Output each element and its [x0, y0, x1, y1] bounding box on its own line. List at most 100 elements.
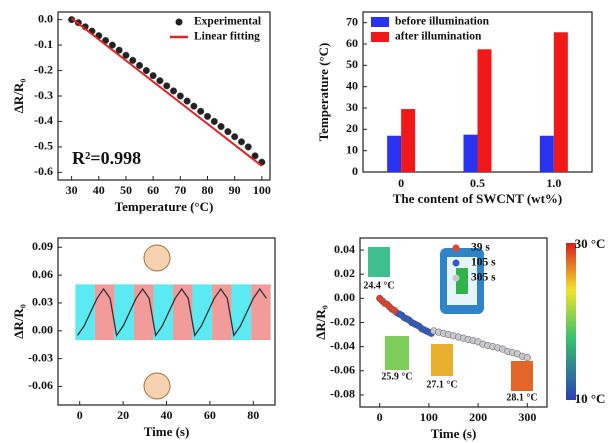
shaded-region	[173, 284, 193, 340]
face-icon	[144, 245, 170, 271]
x-tick-label: 60	[204, 408, 216, 422]
shaded-region	[95, 284, 115, 340]
shaded-region	[251, 284, 271, 340]
y-tick-label: -0.5	[34, 139, 53, 153]
x-tick-label: 100	[420, 410, 438, 424]
data-point	[157, 77, 164, 84]
data-point	[150, 72, 157, 79]
thermal-image	[368, 247, 390, 277]
x-tick-label: 0.5	[470, 176, 485, 190]
color-bar	[566, 243, 576, 400]
y-tick-label: 0.06	[32, 267, 53, 281]
annotation: 10 °C	[575, 391, 606, 406]
y-tick-label: 0.0	[38, 11, 53, 25]
x-tick-label: 100	[253, 183, 271, 197]
x-tick-label: 0	[77, 408, 83, 422]
thermal-image	[431, 344, 453, 376]
x-tick-label: 70	[174, 183, 186, 197]
y-tick-label: 70	[346, 14, 358, 28]
x-tick-label: 1.0	[546, 176, 561, 190]
data-point	[163, 83, 170, 90]
y-tick-label: 60	[346, 36, 358, 50]
data-point	[143, 67, 150, 74]
bar	[478, 49, 492, 172]
y-tick-label: -0.1	[34, 37, 53, 51]
y-tick-label: -0.2	[34, 62, 53, 76]
legend-label: 305 s	[471, 272, 496, 284]
shaded-region	[153, 284, 173, 340]
y-tick-label: 50	[346, 57, 358, 71]
legend-swatch	[371, 32, 389, 42]
data-point	[177, 93, 184, 100]
y-tick-label: -0.08	[330, 387, 355, 401]
y-tick-label: 0.00	[334, 290, 355, 304]
x-tick-label: 90	[229, 183, 241, 197]
shaded-region	[114, 284, 134, 340]
y-tick-label: 0.00	[32, 323, 53, 337]
x-tick-label: 80	[201, 183, 213, 197]
x-tick-label: 0	[377, 410, 383, 424]
shaded-region	[134, 284, 154, 340]
x-axis-label: Time (s)	[431, 426, 477, 441]
data-point	[197, 108, 204, 115]
annotation: 24.4 °C	[363, 280, 394, 291]
legend-label: 39 s	[471, 242, 490, 254]
data-point	[129, 57, 136, 64]
y-tick-label: 10	[346, 142, 358, 156]
y-tick-label: -0.06	[330, 363, 355, 377]
x-tick-label: 0	[398, 176, 404, 190]
y-tick-label: -0.06	[28, 378, 53, 392]
x-axis-label: Time (s)	[144, 424, 190, 439]
legend-swatch	[371, 17, 389, 27]
y-tick-label: 0.03	[32, 295, 53, 309]
legend-swatch	[176, 19, 183, 26]
x-tick-label: 20	[117, 408, 129, 422]
x-tick-label: 80	[247, 408, 259, 422]
data-point	[211, 118, 218, 125]
bar	[387, 136, 401, 172]
annotation: 25.9 °C	[381, 371, 412, 382]
annotation: 28.1 °C	[506, 392, 537, 403]
data-point	[218, 123, 225, 130]
y-tick-label: 0.09	[32, 239, 53, 253]
shaded-region	[75, 284, 95, 340]
y-tick-label: 0	[352, 164, 358, 178]
annotation: 30 °C	[575, 236, 606, 251]
data-point	[191, 103, 198, 110]
bar	[540, 136, 554, 172]
y-axis-label: ΔR/R₀	[11, 79, 26, 114]
y-tick-label: -0.03	[28, 350, 53, 364]
thermal-image	[385, 336, 409, 370]
bar	[401, 109, 415, 172]
legend-label: before illumination	[395, 16, 490, 28]
x-tick-label: 40	[93, 183, 105, 197]
legend-label: Linear fitting	[194, 31, 260, 43]
shaded-region	[212, 284, 232, 340]
data-point	[136, 62, 143, 69]
y-tick-label: 0.02	[334, 266, 355, 280]
annotation: R²=0.998	[72, 148, 141, 168]
legend-swatch	[453, 260, 460, 267]
y-tick-label: 0.04	[334, 242, 355, 256]
y-axis-label: ΔR/R₀	[11, 304, 26, 339]
x-tick-label: 60	[147, 183, 159, 197]
shaded-region	[232, 284, 252, 340]
legend-swatch	[453, 275, 460, 282]
x-tick-label: 50	[120, 183, 132, 197]
legend-swatch	[453, 245, 460, 252]
x-axis-label: Temperature (°C)	[115, 199, 214, 214]
legend-label: Experimental	[194, 16, 261, 28]
figure: 0.0-0.1-0.2-0.3-0.4-0.5-0.63040506070809…	[0, 0, 611, 443]
y-tick-label: -0.3	[34, 88, 53, 102]
x-tick-label: 200	[469, 410, 487, 424]
data-point	[225, 128, 232, 135]
data-point	[524, 354, 531, 361]
y-tick-label: -0.02	[330, 314, 355, 328]
annotation: 27.1 °C	[426, 379, 457, 390]
y-tick-label: -0.4	[34, 113, 53, 127]
y-tick-label: 40	[346, 78, 358, 92]
bar	[554, 32, 568, 172]
data-point	[170, 88, 177, 95]
x-tick-label: 300	[518, 410, 536, 424]
data-point	[238, 139, 245, 146]
